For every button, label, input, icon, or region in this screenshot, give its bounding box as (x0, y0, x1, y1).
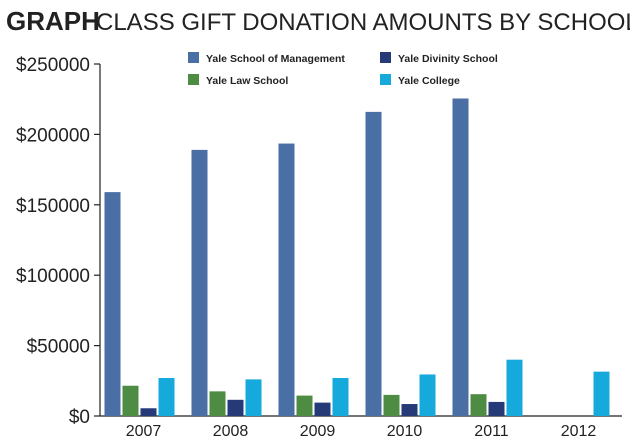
bar (122, 385, 139, 416)
graph-label: GRAPH (6, 6, 100, 36)
legend-label: Yale Divinity School (398, 53, 498, 65)
legend: Yale School of Management Yale Divinity S… (188, 52, 498, 87)
legend-label: Yale School of Management (206, 53, 345, 65)
bar (158, 377, 175, 416)
bar (452, 98, 469, 416)
x-tick-label: 2010 (387, 423, 423, 440)
bar (296, 395, 313, 416)
legend-label: Yale College (398, 75, 460, 87)
legend-swatch (188, 52, 199, 63)
y-tick-label: $150000 (16, 196, 90, 217)
y-tick-label: $250000 (16, 55, 90, 76)
y-tick-label: $0 (69, 407, 90, 428)
bar (593, 371, 610, 416)
x-tick-label: 2011 (474, 423, 509, 440)
chart-header: GRAPH CLASS GIFT DONATION AMOUNTS BY SCH… (6, 6, 630, 36)
y-tick-label: $100000 (16, 266, 90, 287)
bar (488, 401, 505, 416)
legend-swatch (380, 52, 391, 63)
bar (419, 374, 436, 416)
legend-swatch (188, 74, 199, 85)
axes: $0 $50000 $100000 $150000 $200000 $250000 2007… (16, 55, 622, 440)
legend-label: Yale Law School (206, 75, 288, 87)
bar (506, 359, 523, 416)
bar (209, 391, 226, 416)
x-tick-label: 2007 (126, 423, 162, 440)
legend-swatch (380, 74, 391, 85)
bar (191, 149, 208, 416)
bar (365, 111, 382, 416)
bar (383, 394, 400, 416)
chart-title: CLASS GIFT DONATION AMOUNTS BY SCHOOL, Y… (96, 9, 630, 36)
x-tick-label: 2012 (561, 423, 597, 440)
bar (314, 402, 331, 416)
x-tick-label: 2009 (300, 423, 336, 440)
bar (278, 143, 295, 416)
x-tick-label: 2008 (213, 423, 249, 440)
bar (227, 399, 244, 416)
bar (470, 394, 487, 416)
y-tick-label: $50000 (27, 337, 90, 358)
y-tick-label: $200000 (16, 125, 90, 146)
bar (104, 192, 121, 416)
bar (332, 377, 349, 416)
bar (140, 408, 157, 416)
bars (104, 98, 610, 416)
bar (245, 379, 262, 416)
bar (401, 404, 418, 416)
